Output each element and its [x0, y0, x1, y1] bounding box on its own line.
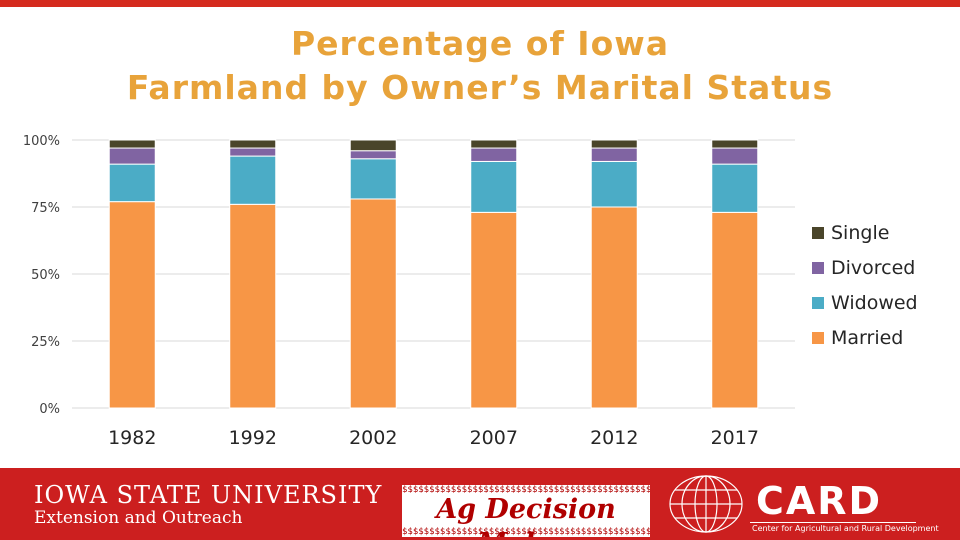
top-accent-bar — [0, 0, 960, 7]
bar-segment — [590, 147, 638, 162]
bar-segment — [590, 160, 638, 208]
bar-segment — [590, 139, 638, 149]
card-wordmark: CARD — [756, 479, 883, 523]
bar-segment — [711, 163, 759, 213]
bar-segment — [711, 147, 759, 165]
bar-segment — [470, 147, 518, 162]
footer-banner: IOWA STATE UNIVERSITY Extension and Outr… — [0, 468, 960, 540]
isu-unit: Extension and Outreach — [34, 508, 243, 528]
bar-segment — [349, 150, 397, 160]
legend-swatch — [812, 332, 824, 344]
bar-segment — [108, 201, 156, 409]
title-line-2: Farmland by Owner’s Marital Status — [126, 68, 834, 107]
title-line-1: Percentage of Iowa — [290, 24, 670, 63]
card-divider — [750, 522, 916, 523]
x-tick-label: 2002 — [349, 427, 397, 449]
bar-segment — [108, 147, 156, 165]
bar-segment — [349, 198, 397, 409]
y-tick-label: 0% — [39, 402, 60, 417]
legend-label: Divorced — [831, 257, 915, 279]
bar-segment — [229, 155, 277, 205]
bar-segment — [349, 139, 397, 152]
bar-segment — [470, 139, 518, 149]
bar-segment — [711, 211, 759, 409]
y-tick-label: 50% — [31, 268, 60, 283]
x-tick-label: 2017 — [711, 427, 759, 449]
bar-segment — [590, 206, 638, 409]
y-tick-label: 25% — [31, 335, 60, 350]
globe-icon — [669, 475, 743, 533]
ag-decision-maker-text: Ag Decision Maker — [402, 493, 650, 537]
ag-decision-maker-logo: $$$$$$$$$$$$$$$$$$$$$$$$$$$$$$$$$$$$$$$$… — [402, 485, 650, 537]
bar-segment — [711, 139, 759, 149]
legend-swatch — [812, 262, 824, 274]
bar-segment — [349, 158, 397, 200]
isu-logo: IOWA STATE UNIVERSITY Extension and Outr… — [34, 482, 382, 528]
slide-title: Percentage of Iowa Farmland by Owner’s M… — [0, 22, 960, 110]
legend-swatch — [812, 227, 824, 239]
bar-segment — [108, 139, 156, 149]
legend-label: Widowed — [831, 292, 918, 314]
stacked-bar-chart: 0% 25% 50% 75% 100% 1982 1992 2002 2007 2012 2017 S… — [23, 134, 918, 449]
bar-segment — [470, 211, 518, 409]
legend-label: Single — [831, 222, 889, 244]
x-tick-label: 1982 — [108, 427, 156, 449]
dollar-pattern-top: $$$$$$$$$$$$$$$$$$$$$$$$$$$$$$$$$$$$$$$$… — [402, 485, 650, 495]
y-tick-label: 100% — [23, 134, 60, 149]
legend-label: Married — [831, 327, 903, 349]
x-tick-label: 2007 — [470, 427, 518, 449]
bar-segment — [229, 203, 277, 409]
dollar-pattern-bottom: $$$$$$$$$$$$$$$$$$$$$$$$$$$$$$$$$$$$$$$$… — [402, 527, 650, 537]
bar-segment — [108, 163, 156, 203]
bar-segment — [229, 147, 277, 157]
isu-name: IOWA STATE UNIVERSITY — [34, 481, 383, 509]
bar-segment — [470, 160, 518, 213]
legend-swatch — [812, 297, 824, 309]
x-tick-label: 1992 — [229, 427, 277, 449]
bar-segment — [229, 139, 277, 149]
x-tick-label: 2012 — [590, 427, 638, 449]
y-tick-label: 75% — [31, 201, 60, 216]
card-logo: CARD Center for Agricultural and Rural D… — [666, 472, 939, 536]
card-fullname: Center for Agricultural and Rural Develo… — [752, 524, 939, 533]
